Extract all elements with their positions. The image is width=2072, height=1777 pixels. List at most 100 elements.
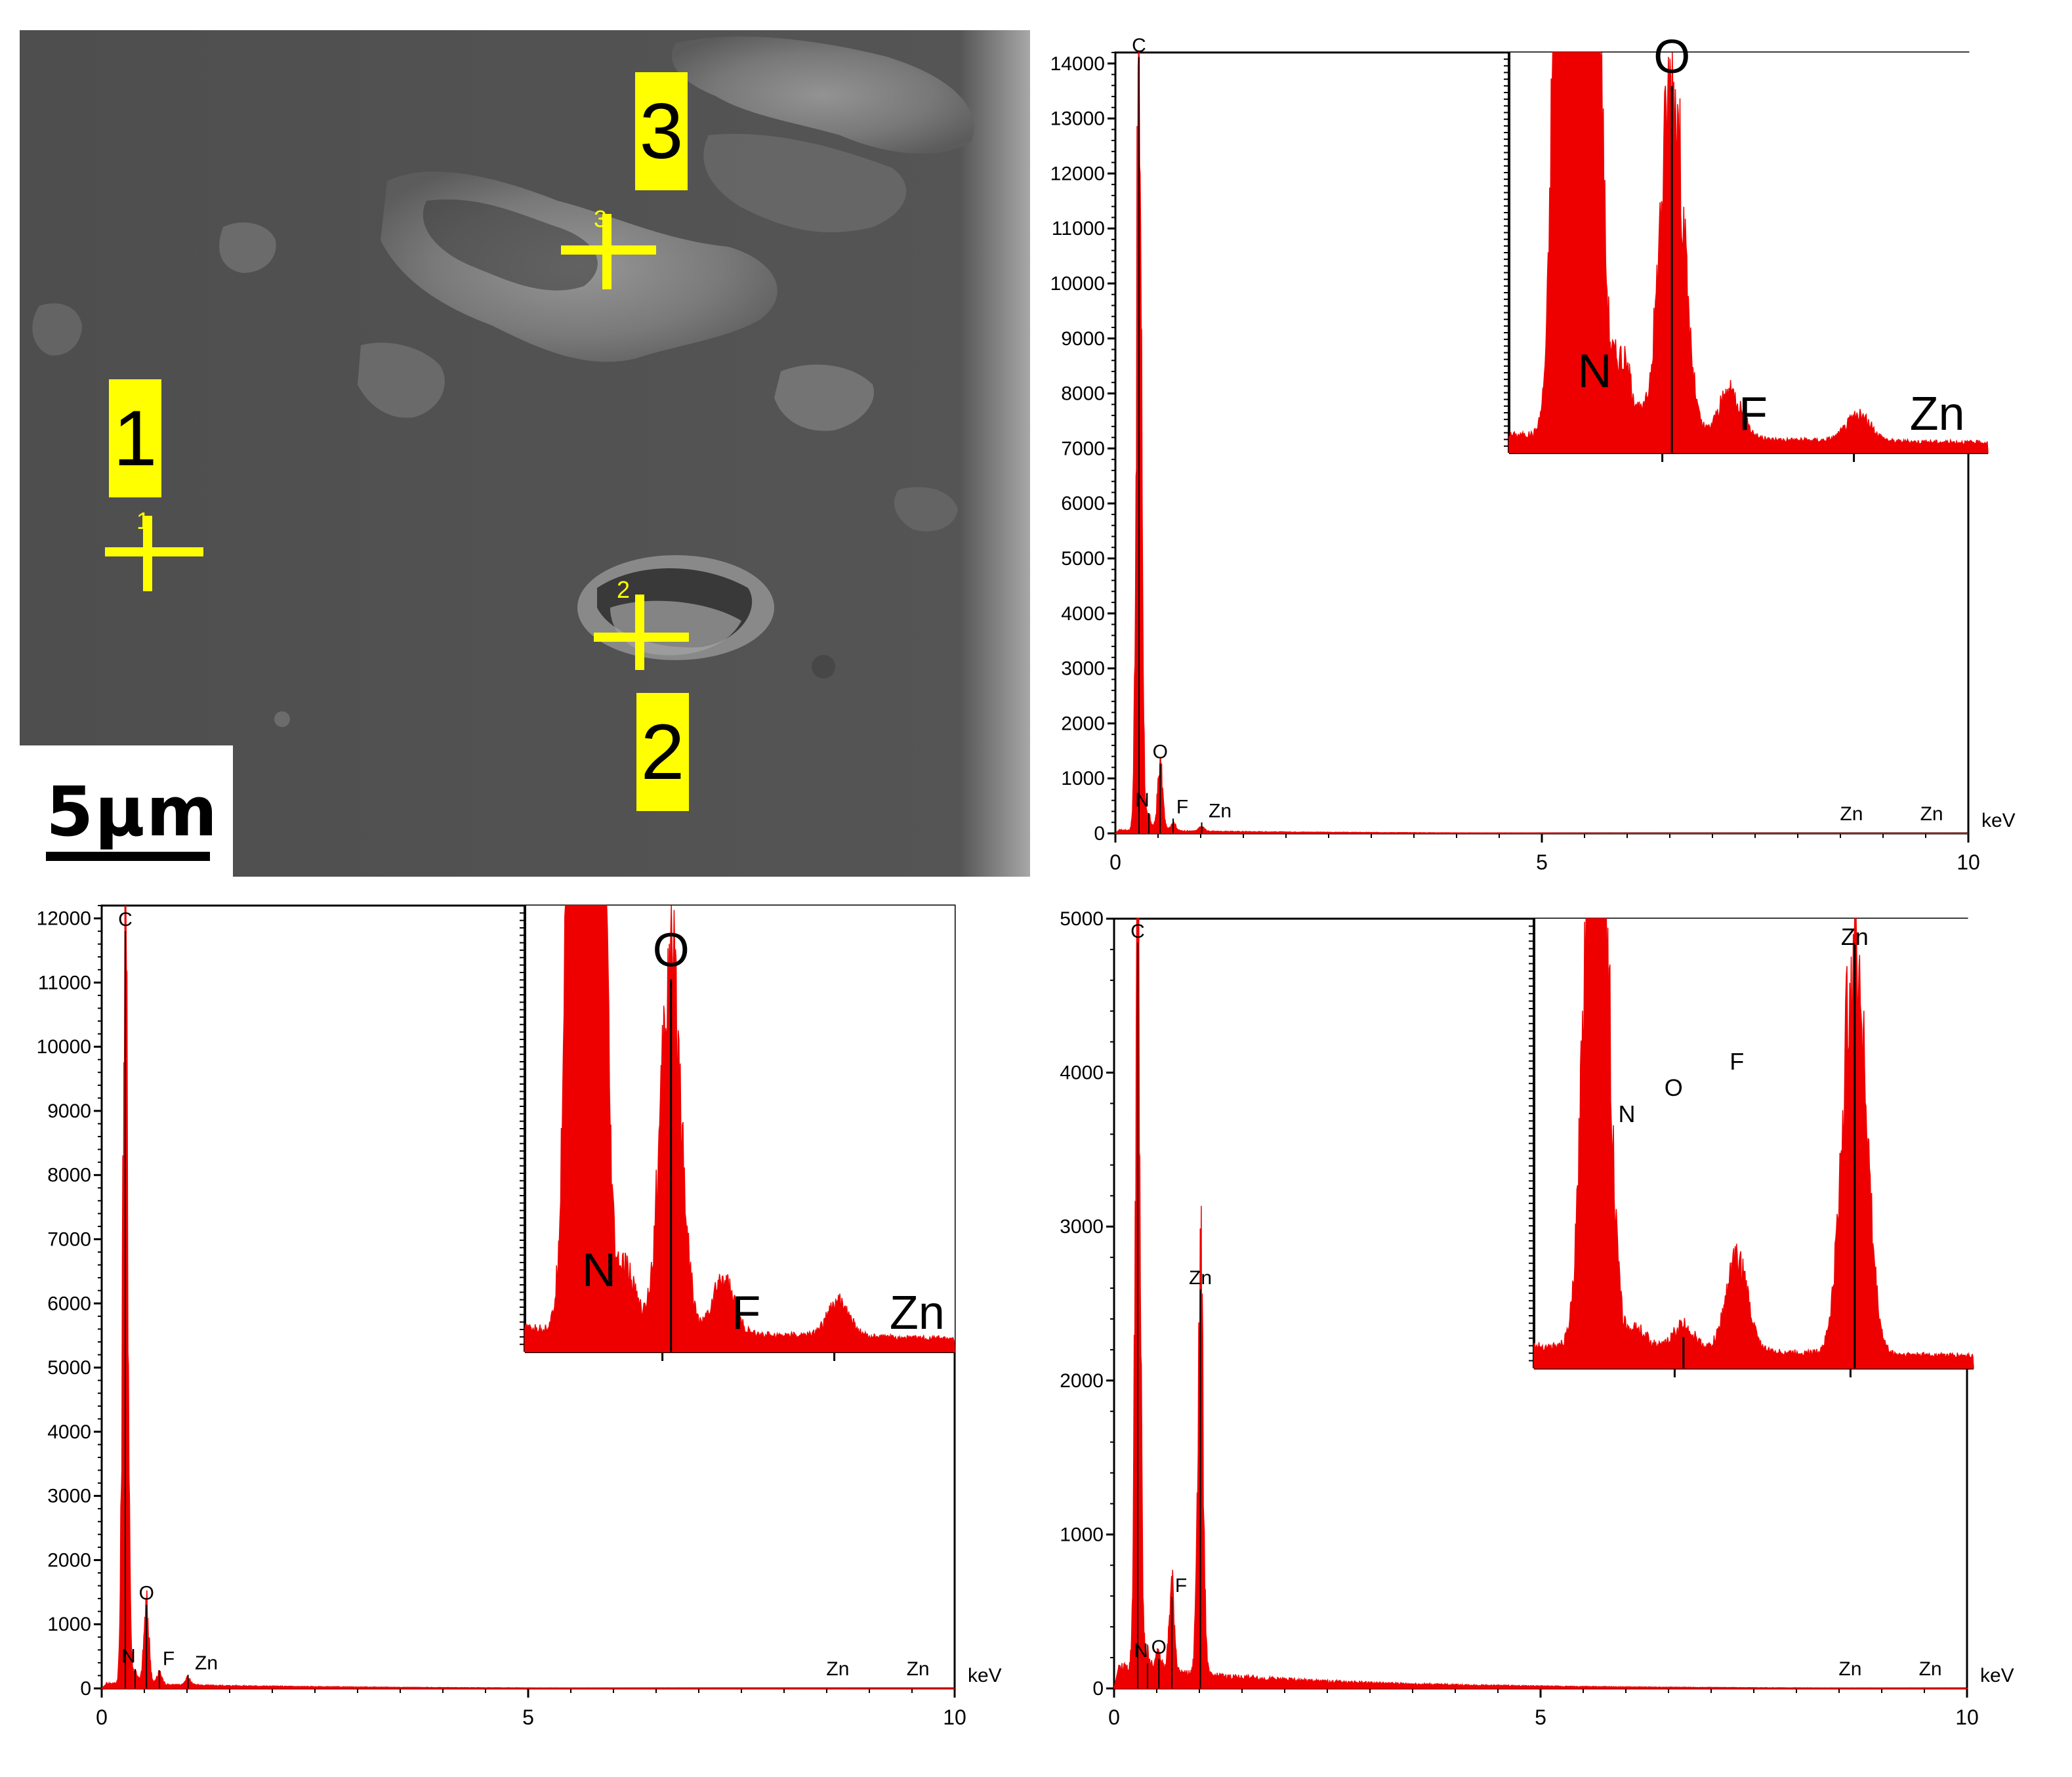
y-tick-label: 10000 [37,1036,91,1058]
crosshair-3 [561,214,656,289]
y-tick-label: 9000 [1061,328,1105,350]
peak-label: C [1130,921,1145,942]
y-tick-label: 11000 [1052,218,1105,240]
peak-label: N [1134,1640,1148,1662]
inset-peak-label: O [1653,31,1690,83]
y-tick-label: 6000 [47,1293,91,1314]
peak-label: Zn [195,1652,218,1674]
inset-spectrum-series [1508,52,1989,453]
peak-label: Zn [1189,1267,1212,1289]
crosshair-2 [594,595,689,670]
y-tick-label: 1000 [1061,768,1105,789]
crosshair-2-number: 2 [617,576,630,603]
x-tick-label: 0 [1109,850,1121,874]
peak-label: N [1135,789,1150,811]
inset-peak-label: F [732,1287,760,1339]
crosshair-layer: 1 2 3 [105,205,689,670]
x-tick-label: 5 [1536,850,1548,874]
y-tick-label: 3000 [47,1486,91,1507]
y-tick-label: 12000 [37,908,91,930]
crosshair-1-number: 1 [136,507,150,534]
x-tick-label: 10 [1957,850,1980,874]
scale-bar-line [46,852,210,861]
sem-features [32,36,974,727]
y-tick-label: 4000 [1060,1062,1104,1084]
y-tick-label: 0 [80,1678,91,1700]
y-tick-label: 2000 [1061,713,1105,734]
y-tick-label: 7000 [47,1228,91,1250]
peak-label: C [118,909,133,930]
peak-label: F [1176,796,1188,818]
inset-peak-label: Zn [1910,388,1965,440]
eds-spectrum-2: 0 1000 2000 3000 4000 5000 6000 7000 8000 9000 100… [0,892,1035,1774]
y-tick-label: 4000 [1061,603,1105,625]
y-tick-label: 3000 [1061,658,1105,680]
peak-label: C [1132,35,1146,56]
peak-label: Zn [907,1658,930,1680]
y-tick-label: 8000 [1061,383,1105,405]
marker-label-1: 1 [109,379,161,497]
peak-label: Zn [1840,803,1863,825]
y-tick-label: 1000 [47,1614,91,1635]
x-axis-ticks: 0 5 10 [1108,1688,1979,1729]
inset-peak-label: Zn [1841,923,1869,950]
y-tick-label: 12000 [1050,163,1105,184]
crosshair-1 [105,516,203,591]
inset-chart: O N F Zn [1504,31,1989,462]
eds-spectrum-2-svg: 0 1000 2000 3000 4000 5000 6000 7000 8000 9000 100… [37,904,1002,1729]
x-tick-label: 10 [943,1705,966,1729]
peak-label: F [163,1648,175,1669]
x-axis-label: keV [1981,810,2016,831]
peak-label: O [1153,742,1168,763]
y-tick-label: 7000 [1061,438,1105,459]
y-tick-label: 4000 [47,1421,91,1443]
peak-label: F [1175,1575,1187,1597]
peak-label: O [1151,1637,1167,1658]
y-tick-label: 10000 [1050,273,1105,295]
x-tick-label: 5 [1535,1705,1546,1729]
y-tick-label: 14000 [1050,53,1105,75]
scale-bar-box: 5μm [20,745,233,877]
y-axis-ticks: 0 1000 2000 3000 4000 5000 6000 7000 8000 9000 100… [37,905,102,1700]
crosshair-3-number: 3 [594,205,607,232]
inset-peak-label: N [582,1244,616,1297]
peak-label: O [139,1583,154,1604]
spectrum-series [1114,52,1969,834]
y-tick-label: 5000 [47,1357,91,1379]
marker-label-1-text: 1 [113,394,157,482]
y-tick-label: 2000 [47,1549,91,1571]
eds-spectrum-1: 0 1000 2000 3000 4000 5000 6000 7000 8000 9000 100… [1037,26,2072,892]
inset-peak-label: N [1578,345,1612,398]
y-tick-label: 8000 [47,1165,91,1186]
x-tick-label: 5 [522,1705,534,1729]
spectrum-series [1113,917,1968,1689]
marker-label-2-text: 2 [640,708,685,796]
eds-spectrum-3-svg: 0100020003000400050000510keVCNOFZnZnZn3Z… [1060,908,2014,1729]
inset-peak-label: F [1739,388,1768,440]
x-tick-label: 0 [1108,1705,1120,1729]
inset-peak-label: O [653,925,690,977]
peak-label: Zn [1209,800,1232,822]
peak-labels: C N O F Zn Zn Zn [118,909,930,1688]
y-tick-label: 5000 [1060,908,1104,930]
inset-spectrum-series [1533,918,1974,1369]
y-axis-ticks: 0 1000 2000 3000 4000 5000 [1060,908,1114,1700]
y-tick-label: 13000 [1050,108,1105,130]
inset-peak-label: Zn [890,1287,945,1339]
peak-label: Zn [826,1658,849,1680]
x-tick-label: 10 [1955,1705,1979,1729]
sem-micrograph: 5μm 1 2 3 1 2 3 [20,30,1030,877]
marker-label-3-text: 3 [639,87,684,175]
peak-label: Zn [1838,1658,1861,1680]
inset-peak-label: O [1665,1074,1683,1101]
x-axis-ticks: 0 5 10 [1109,833,1980,874]
y-tick-label: 9000 [47,1100,91,1122]
eds-spectrum-3: 0100020003000400050000510keVCNOFZnZnZn3Z… [1035,892,2072,1774]
y-tick-label: 0 [1094,823,1105,845]
y-tick-label: 2000 [1060,1370,1104,1392]
peak-label: N [121,1645,136,1667]
eds-spectrum-1-svg: 0100020003000400050006000700080009000100… [1050,31,2016,874]
x-axis-label: keV [1980,1665,2014,1686]
